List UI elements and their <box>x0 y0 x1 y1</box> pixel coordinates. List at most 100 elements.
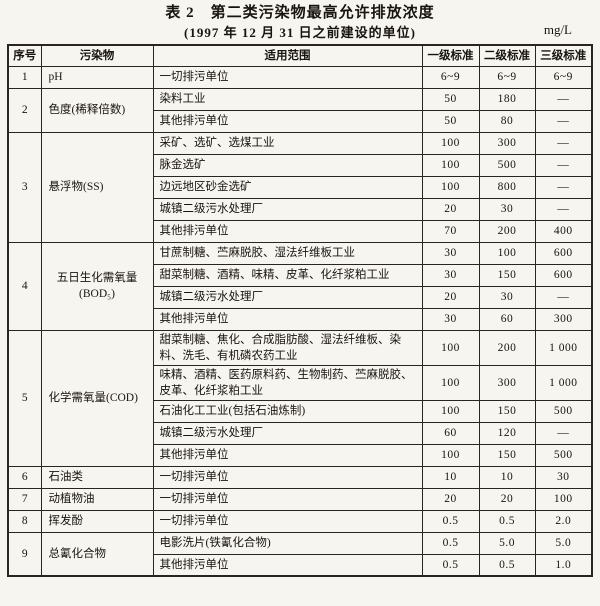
level3-value: — <box>534 87 593 111</box>
table-header: 序号 污染物 适用范围 一级标准 二级标准 三级标准 <box>7 44 593 67</box>
table-subtitle: (1997 年 12 月 31 日之前建设的单位) <box>184 25 416 40</box>
level3-value: 600 <box>534 263 593 287</box>
column-header-1: 序号 <box>7 44 42 67</box>
level2-value: 150 <box>478 399 536 423</box>
level3-value: 30 <box>534 465 593 489</box>
scope-cell: 采矿、选矿、选煤工业 <box>152 131 423 155</box>
pollutant-name: 动植物油 <box>40 487 154 511</box>
row-number: 6 <box>7 465 42 489</box>
document-page: 表 2 第二类污染物最高允许排放浓度 (1997 年 12 月 31 日之前建设… <box>0 0 600 577</box>
level3-value: 1.0 <box>534 553 593 577</box>
table-row: 3 悬浮物(SS) 采矿、选矿、选煤工业 100 300— <box>7 131 593 243</box>
scope-cell: 城镇二级污水处理厂 <box>152 421 423 445</box>
row-number: 8 <box>7 509 42 533</box>
level2-value: 150 <box>478 443 536 467</box>
level1-value: 50 <box>421 87 480 111</box>
level1-value: 30 <box>421 307 480 331</box>
scope-cell: 一切排污单位 <box>152 487 423 511</box>
table-row: 4 五日生化需氧量 (BOD₅) 甘蔗制糖、苎麻脱胶、湿法纤维板工业 30 100 600 <box>7 241 593 331</box>
document-header: 表 2 第二类污染物最高允许排放浓度 (1997 年 12 月 31 日之前建设… <box>0 0 600 44</box>
level2-value: 0.5 <box>478 553 536 577</box>
table-title: 表 2 第二类污染物最高允许排放浓度 <box>165 5 435 21</box>
level3-value: 500 <box>534 443 593 467</box>
level3-value: 100 <box>534 487 593 511</box>
level3-value: 1 000 <box>534 364 593 401</box>
level2-value: 800 <box>478 175 536 199</box>
table-row: 5 化学需氧量(COD) 甜菜制糖、焦化、合成脂肪酸、湿法纤维板、染料、洗毛、有机磷… <box>7 329 593 467</box>
level3-value: 500 <box>534 399 593 423</box>
scope-cell: 脉金选矿 <box>152 153 423 177</box>
pollutant-name: 挥发酚 <box>40 509 154 533</box>
level3-value: 400 <box>534 219 593 243</box>
level1-value: 0.5 <box>421 531 480 555</box>
level3-value: — <box>534 153 593 177</box>
unit-label: mg/L <box>543 22 572 37</box>
level1-value: 100 <box>421 364 480 401</box>
pollutant-name: 总氰化合物 <box>40 531 154 577</box>
scope-cell: 其他排污单位 <box>152 443 423 467</box>
table-row: 其他排污单位 50 80— <box>8 109 593 133</box>
level1-value: 100 <box>421 175 480 199</box>
level1-value: 6~9 <box>421 65 480 89</box>
row-number: 4 <box>7 241 42 331</box>
table-row: 边远地区砂金选矿 100 800— <box>8 175 593 199</box>
table-row: 8 挥发酚 一切排污单位 0.5 0.5 2.0 <box>7 509 593 533</box>
table-row: 6 石油类 一切排污单位 10 10 30 <box>7 465 593 489</box>
row-number: 9 <box>7 531 42 577</box>
pollutant-name: 化学需氧量(COD) <box>40 329 154 467</box>
row-number: 2 <box>7 87 42 133</box>
pollutant-name: 石油类 <box>40 465 154 489</box>
scope-cell: 甘蔗制糖、苎麻脱胶、湿法纤维板工业 <box>152 241 423 265</box>
level2-value: 0.5 <box>478 509 536 533</box>
level3-value: 600 <box>534 241 593 265</box>
row-number: 7 <box>7 487 42 511</box>
level3-value: — <box>534 421 593 445</box>
column-header-3: 适用范围 <box>152 44 423 67</box>
table-row: 其他排污单位 30 60 300 <box>8 307 593 331</box>
scope-cell: 一切排污单位 <box>152 509 423 533</box>
scope-cell: 甜菜制糖、酒精、味精、皮革、化纤浆粕工业 <box>152 263 423 287</box>
level1-value: 100 <box>421 153 480 177</box>
level2-value: 100 <box>478 241 536 265</box>
level2-value: 200 <box>478 219 536 243</box>
level1-value: 20 <box>421 487 480 511</box>
level2-value: 300 <box>478 131 536 155</box>
level3-value: — <box>534 197 593 221</box>
scope-cell: 其他排污单位 <box>152 219 423 243</box>
column-header-4: 一级标准 <box>421 44 480 67</box>
column-header-6: 三级标准 <box>534 44 593 67</box>
level1-value: 100 <box>421 329 480 366</box>
level3-value: — <box>534 285 593 309</box>
level2-value: 20 <box>478 487 536 511</box>
level1-value: 50 <box>421 109 480 133</box>
level2-value: 10 <box>478 465 536 489</box>
scope-cell: 甜菜制糖、焦化、合成脂肪酸、湿法纤维板、染料、洗毛、有机磷农药工业 <box>152 329 423 366</box>
level3-value: — <box>534 131 593 155</box>
scope-cell: 一切排污单位 <box>152 465 423 489</box>
level1-value: 20 <box>421 285 480 309</box>
scope-cell: 其他排污单位 <box>152 109 423 133</box>
pollutant-name: 色度(稀释倍数) <box>40 87 154 133</box>
table-row: 1 pH 一切排污单位 6~9 6~9 6~9 <box>7 65 593 89</box>
level2-value: 180 <box>478 87 536 111</box>
level2-value: 150 <box>478 263 536 287</box>
level3-value: 6~9 <box>534 65 593 89</box>
scope-cell: 一切排污单位 <box>152 65 423 89</box>
table-row: 城镇二级污水处理厂 20 30— <box>8 197 593 221</box>
level3-value: 1 000 <box>534 329 593 366</box>
row-number: 5 <box>7 329 42 467</box>
scope-cell: 染料工业 <box>152 87 423 111</box>
level3-value: — <box>534 175 593 199</box>
table-row: 9 总氰化合物 电影洗片(铁氰化合物) 0.5 5.0 5.0 <box>7 531 593 577</box>
level1-value: 20 <box>421 197 480 221</box>
level3-value: 2.0 <box>534 509 593 533</box>
level2-value: 6~9 <box>478 65 536 89</box>
level1-value: 0.5 <box>421 509 480 533</box>
level3-value: — <box>534 109 593 133</box>
level3-value: 300 <box>534 307 593 331</box>
header-row: 序号 污染物 适用范围 一级标准 二级标准 三级标准 <box>7 44 593 67</box>
pollutant-name: 五日生化需氧量 (BOD₅) <box>40 241 154 331</box>
level2-value: 5.0 <box>478 531 536 555</box>
level2-value: 30 <box>478 197 536 221</box>
table-row: 城镇二级污水处理厂 20 30— <box>8 285 593 309</box>
